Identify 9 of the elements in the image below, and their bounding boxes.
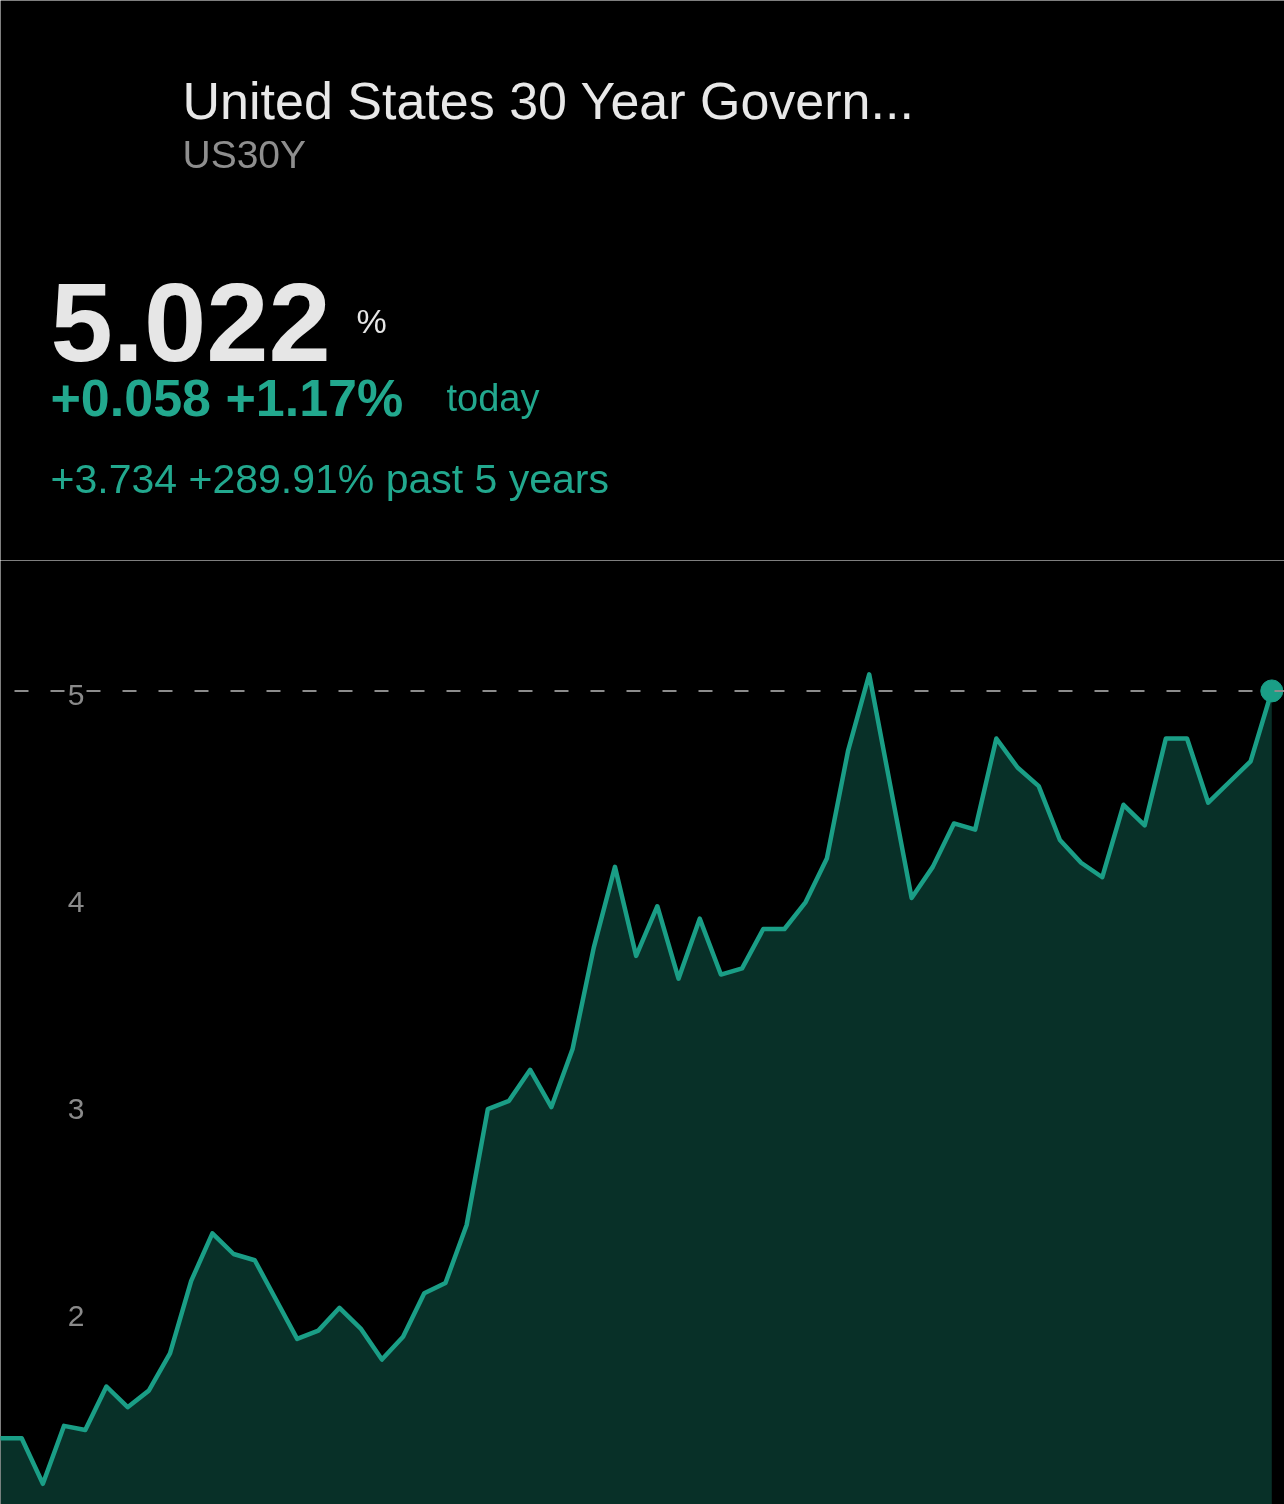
y-tick-label: 4 — [67, 885, 85, 919]
chart-title: United States 30 Year Govern... — [182, 71, 914, 130]
text: today — [446, 376, 540, 419]
y-tick-label: 3 — [67, 1092, 85, 1126]
y-tick-label: 5 — [67, 678, 85, 712]
text: % — [356, 301, 387, 340]
y-tick-label: 2 — [67, 1299, 85, 1333]
text: +3.734 +289.91% past 5 years — [50, 455, 609, 502]
chart-subtitle: US30Y — [182, 133, 307, 176]
